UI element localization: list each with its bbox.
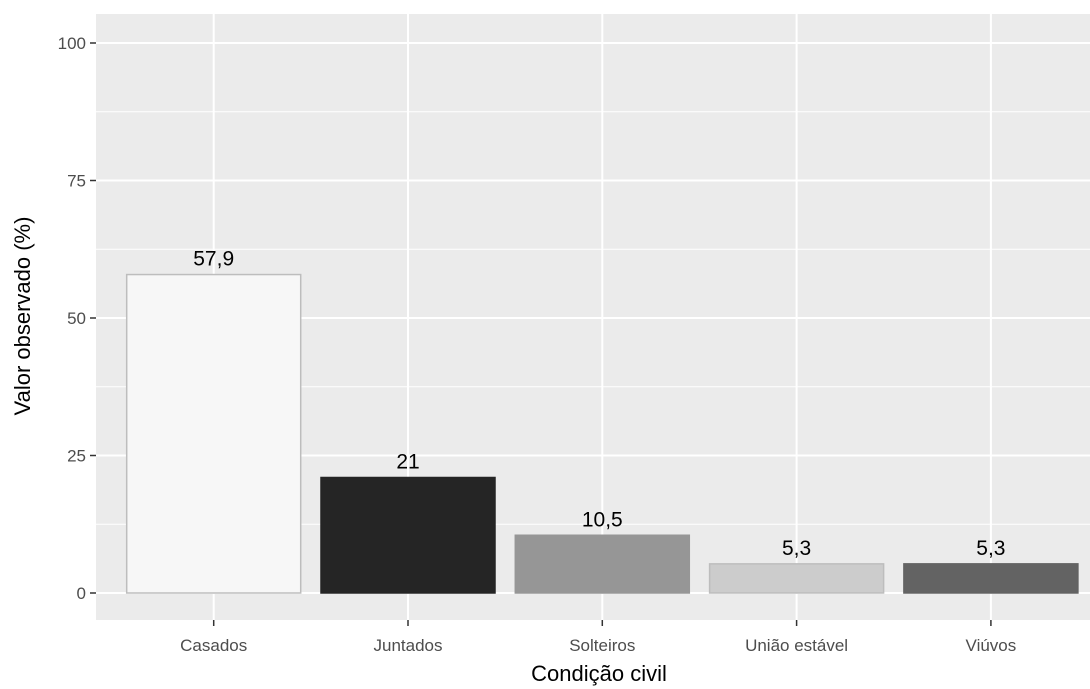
- data-label: 10,5: [582, 508, 623, 531]
- bars: [125, 273, 1079, 594]
- x-tick-label: União estável: [745, 636, 848, 655]
- data-label: 57,9: [193, 248, 234, 271]
- y-tick-label: 25: [67, 447, 86, 466]
- x-axis: Casados Juntados Solteiros União estável Viú…: [180, 620, 1016, 655]
- x-tick-label: Viúvos: [966, 636, 1017, 655]
- x-tick-label: Juntados: [374, 636, 443, 655]
- bar-solteiros: [514, 534, 691, 594]
- data-label: 5,3: [976, 537, 1005, 560]
- x-tick-label: Casados: [180, 636, 247, 655]
- data-label: 5,3: [782, 537, 811, 560]
- y-tick-label: 75: [67, 172, 86, 191]
- bar-juntados: [320, 476, 496, 594]
- y-axis-title: Valor observado (%): [10, 217, 35, 416]
- y-tick-label: 0: [77, 584, 86, 603]
- x-tick-label: Solteiros: [569, 636, 635, 655]
- data-label: 21: [396, 451, 419, 474]
- y-axis: 0 25 50 75 100: [58, 34, 96, 603]
- x-axis-title: Condição civil: [531, 661, 667, 686]
- y-tick-label: 50: [67, 309, 86, 328]
- bar-união-estável: [708, 563, 885, 594]
- data-labels: 57,9 21 10,5 5,3 5,3: [193, 248, 1005, 560]
- bar-viúvos: [903, 563, 1079, 594]
- y-tick-label: 100: [58, 34, 86, 53]
- bar-casados: [125, 273, 302, 594]
